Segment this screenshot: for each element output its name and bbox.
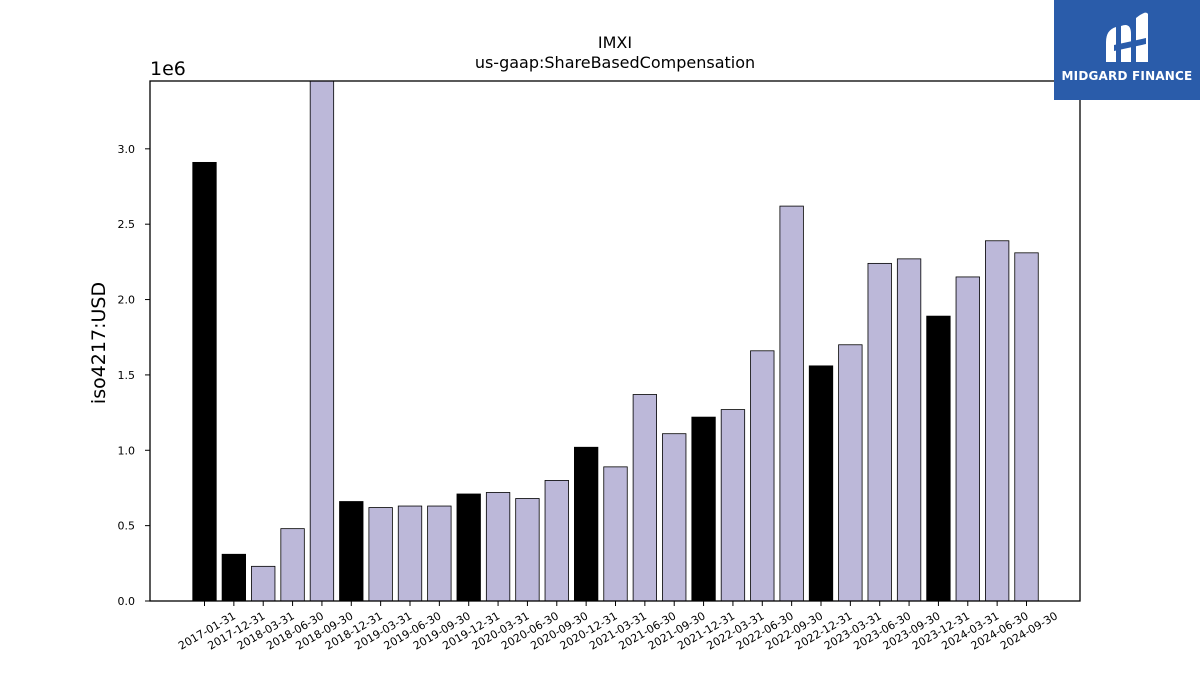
midgard-logo-icon bbox=[1106, 12, 1148, 63]
bar-2021-12-31 bbox=[691, 416, 716, 602]
bar-2021-09-30 bbox=[662, 433, 687, 602]
bar-2022-12-31 bbox=[808, 365, 834, 602]
y-tick-label: 2.0 bbox=[118, 294, 136, 307]
bars-layer bbox=[192, 80, 1039, 602]
y-tick-label: 3.0 bbox=[118, 143, 136, 156]
bar-2020-06-30 bbox=[515, 498, 540, 602]
bar-2018-09-30 bbox=[309, 80, 335, 602]
y-axis: 0.0 0.5 1.0 1.5 2.0 2.5 3.0 bbox=[118, 143, 150, 608]
bar-2023-12-31 bbox=[926, 315, 951, 602]
bar-2024-09-30 bbox=[1014, 252, 1039, 602]
bar-2023-06-30 bbox=[867, 262, 892, 602]
bar-2022-06-30 bbox=[750, 350, 775, 602]
y-tick-label: 0.0 bbox=[118, 595, 136, 608]
plot-frame bbox=[149, 80, 1081, 602]
bar-2023-09-30 bbox=[896, 258, 922, 602]
y-tick-label: 2.5 bbox=[118, 218, 136, 231]
bar-2018-06-30 bbox=[280, 528, 305, 602]
bar-2019-03-31 bbox=[368, 507, 393, 602]
chart-subtitle: us-gaap:ShareBasedCompensation bbox=[475, 53, 755, 72]
chart-title: IMXI bbox=[598, 33, 632, 52]
bar-2020-09-30 bbox=[544, 480, 569, 602]
bar-2019-12-31 bbox=[456, 493, 481, 602]
bar-2019-06-30 bbox=[397, 505, 423, 602]
midgard-logo: MIDGARD FINANCE bbox=[1054, 0, 1200, 100]
bar-2019-09-30 bbox=[427, 505, 452, 602]
bar-2021-03-31 bbox=[603, 466, 628, 602]
bar-2017-01-31 bbox=[192, 161, 217, 602]
bar-2024-06-30 bbox=[985, 240, 1010, 602]
y-multiplier-label: 1e6 bbox=[150, 58, 186, 80]
bar-2024-03-31 bbox=[955, 276, 980, 602]
bar-2018-12-31 bbox=[339, 501, 364, 602]
bar-2020-12-31 bbox=[574, 446, 599, 602]
bar-2018-03-31 bbox=[251, 565, 276, 602]
y-tick-label: 1.0 bbox=[118, 444, 136, 457]
bar-2022-03-31 bbox=[720, 409, 746, 602]
bar-2021-06-30 bbox=[632, 394, 657, 602]
bar-2020-03-31 bbox=[485, 492, 511, 602]
bar-2022-09-30 bbox=[779, 205, 804, 602]
bar-2023-03-31 bbox=[838, 344, 863, 602]
logo-text: MIDGARD FINANCE bbox=[1061, 69, 1193, 83]
y-axis-label: iso4217:USD bbox=[88, 282, 110, 404]
bar-2017-12-31 bbox=[221, 553, 247, 602]
x-axis: 2017-01-312017-12-312018-03-312018-06-30… bbox=[176, 601, 1060, 653]
y-tick-label: 0.5 bbox=[118, 520, 136, 533]
y-tick-label: 1.5 bbox=[118, 369, 136, 382]
